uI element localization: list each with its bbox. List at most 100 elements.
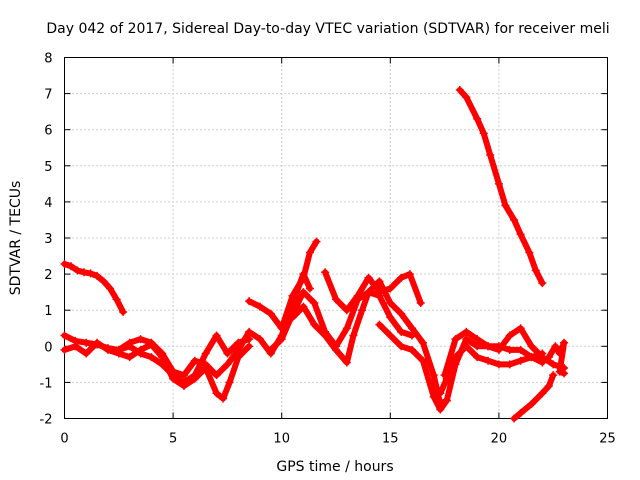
data-point-marker (288, 313, 297, 322)
plot-frame (64, 57, 608, 419)
data-point-marker (190, 374, 199, 383)
data-point-marker (516, 356, 525, 365)
data-point-marker (494, 345, 503, 354)
data-point-marker (310, 298, 319, 307)
data-point-marker (321, 331, 330, 340)
y-axis: -2 -1 0 1 2 3 4 5 6 7 8 (40, 52, 608, 428)
data-point-marker (462, 327, 471, 336)
data-point-marker (212, 389, 221, 398)
data-point-marker (103, 345, 112, 354)
data-point-marker (405, 270, 414, 279)
data-point-marker (342, 358, 351, 367)
data-point-marker (71, 342, 80, 351)
data-point-marker (510, 215, 519, 224)
data-point-marker (408, 345, 417, 354)
data-point-marker (73, 266, 82, 275)
data-point-marker (266, 309, 275, 318)
data-point-marker (255, 335, 264, 344)
data-point-marker (375, 288, 384, 297)
data-point-marker (288, 291, 297, 300)
x-tick-label: 20 (491, 432, 508, 447)
data-point-marker (179, 382, 188, 391)
y-tick-label: 0 (44, 340, 52, 355)
data-point-marker (60, 345, 69, 354)
series-arc-5 (245, 237, 321, 333)
data-point-marker (397, 309, 406, 318)
data-point-marker (312, 237, 321, 246)
data-point-marker (486, 150, 495, 159)
x-tick-label: 10 (273, 432, 290, 447)
data-point-marker (505, 360, 514, 369)
data-point-marker (560, 338, 569, 347)
data-point-marker (429, 392, 438, 401)
data-point-marker (527, 342, 536, 351)
y-tick-label: 5 (44, 160, 52, 175)
data-point-marker (501, 201, 510, 210)
data-point-marker (212, 331, 221, 340)
x-axis-label: GPS time / hours (276, 459, 393, 475)
data-point-marker (525, 248, 534, 257)
data-point-marker (494, 179, 503, 188)
series-arc-10 (436, 342, 547, 398)
data-point-marker (332, 345, 340, 354)
data-point-marker (538, 389, 547, 398)
data-point-marker (527, 400, 536, 409)
data-point-marker (125, 338, 134, 347)
data-point-marker (436, 405, 445, 414)
data-point-marker (416, 298, 425, 307)
data-point-marker (82, 338, 91, 347)
data-point-marker (375, 277, 384, 286)
data-point-marker (505, 331, 514, 340)
data-point-marker (462, 342, 471, 351)
series-arc-7 (288, 277, 451, 409)
data-point-marker (80, 268, 89, 277)
x-tick-label: 15 (382, 432, 399, 447)
data-point-marker (245, 342, 254, 351)
data-point-marker (245, 297, 254, 306)
grid (64, 57, 608, 419)
y-tick-label: 1 (44, 304, 52, 319)
series-arc-2 (60, 331, 254, 387)
data-point-marker (386, 284, 395, 293)
data-point-marker (440, 371, 449, 380)
data-point-marker (527, 353, 536, 362)
data-point-marker (112, 295, 121, 304)
data-point-marker (342, 306, 351, 315)
series-arc-1 (60, 259, 128, 317)
data-point-marker (353, 291, 362, 300)
series-line (441, 325, 568, 379)
data-point-marker (436, 389, 445, 398)
data-point-marker (169, 367, 178, 376)
data-point-marker (67, 262, 76, 271)
chart-title: Day 042 of 2017, Sidereal Day-to-day VTE… (46, 21, 609, 37)
data-point-marker (310, 320, 319, 329)
data-point-marker (106, 284, 115, 293)
series-group (60, 85, 569, 423)
series-line (456, 87, 546, 287)
data-point-marker (93, 338, 102, 347)
series-line (322, 269, 424, 314)
series-line (246, 238, 320, 332)
data-point-marker (125, 353, 134, 362)
data-point-marker (494, 360, 503, 369)
data-point-marker (555, 349, 564, 358)
data-point-marker (364, 273, 373, 282)
data-point-marker (169, 374, 178, 383)
data-point-marker (538, 279, 547, 288)
y-tick-label: -1 (40, 376, 53, 391)
data-point-marker (179, 371, 188, 380)
data-point-marker (114, 345, 123, 354)
y-tick-label: 4 (44, 196, 52, 211)
data-point-marker (560, 369, 569, 378)
data-point-marker (544, 353, 553, 362)
data-point-marker (442, 396, 451, 405)
data-point-marker (516, 345, 525, 354)
series-line (61, 332, 253, 386)
data-point-marker (358, 306, 367, 315)
data-point-marker (266, 345, 275, 354)
series-line (267, 289, 415, 353)
data-point-marker (473, 335, 482, 344)
data-point-marker (245, 327, 254, 336)
y-tick-label: -2 (40, 413, 53, 428)
